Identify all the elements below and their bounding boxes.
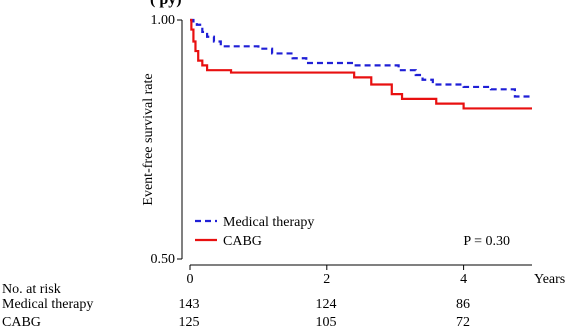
x-tick-label-2: 4 bbox=[460, 272, 467, 287]
risk-row-label-medical: Medical therapy bbox=[2, 297, 94, 312]
x-tick-label-1: 2 bbox=[323, 272, 330, 287]
series-line-cabg bbox=[190, 18, 532, 110]
series-line-medical-therapy bbox=[190, 18, 532, 98]
x-tick-label-0: 0 bbox=[187, 272, 194, 287]
risk-table-header: No. at risk bbox=[2, 282, 61, 297]
x-axis-label: Years bbox=[534, 272, 565, 287]
legend-label-0: Medical therapy bbox=[223, 215, 314, 230]
y-tick-label-1: 1.00 bbox=[151, 13, 176, 28]
p-value-annotation: P = 0.30 bbox=[463, 234, 510, 249]
risk-cabg-t2: 105 bbox=[315, 315, 337, 330]
y-axis-label: Event-free survival rate bbox=[141, 73, 156, 205]
risk-medical-t4: 86 bbox=[456, 297, 470, 312]
risk-medical-t2: 124 bbox=[315, 297, 337, 312]
risk-medical-t0: 143 bbox=[178, 297, 200, 312]
risk-row-label-cabg: CABG bbox=[2, 315, 41, 330]
chart-title-partial: ( py) bbox=[150, 0, 182, 9]
risk-cabg-t0: 125 bbox=[178, 315, 200, 330]
risk-cabg-t4: 72 bbox=[456, 315, 470, 330]
legend-label-1: CABG bbox=[223, 234, 262, 249]
y-tick-label-0: 0.50 bbox=[151, 252, 176, 267]
